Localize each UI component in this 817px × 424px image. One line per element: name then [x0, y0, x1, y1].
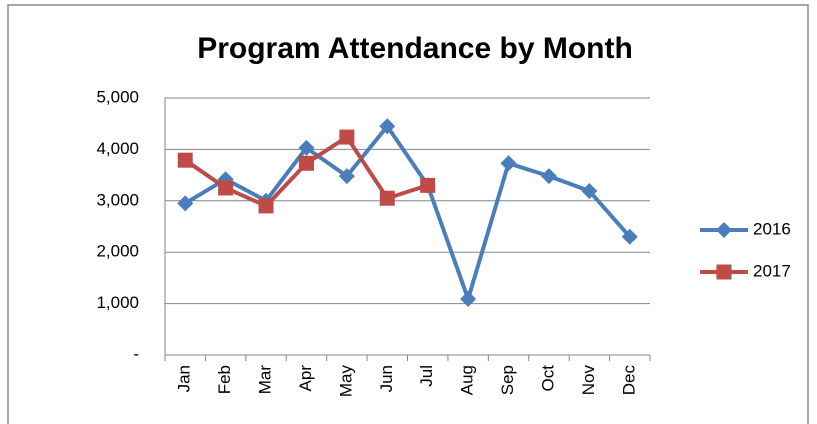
x-tick-label: Jul: [417, 365, 436, 387]
data-point: [379, 190, 395, 206]
data-point: [379, 118, 396, 135]
legend-marker: [716, 264, 732, 280]
y-tick-label: -: [133, 344, 139, 363]
chart-title: Program Attendance by Month: [197, 32, 633, 65]
x-tick-label: Jan: [175, 365, 194, 392]
y-tick-label: 3,000: [96, 190, 139, 209]
x-tick-label: Oct: [538, 365, 557, 392]
y-tick-label: 1,000: [96, 293, 139, 312]
y-tick-label: 5,000: [96, 87, 139, 106]
y-tick-label: 4,000: [96, 139, 139, 158]
x-tick-label: Nov: [579, 365, 598, 396]
series-line: [184, 124, 632, 301]
x-tick-label: Aug: [458, 365, 477, 395]
legend-label: 2017: [753, 261, 791, 280]
x-tick-label: Apr: [296, 365, 315, 392]
x-tick-label: Dec: [619, 365, 638, 396]
legend-marker: [716, 222, 732, 238]
data-point: [581, 183, 598, 200]
data-point: [621, 228, 638, 245]
x-tick-label: Feb: [215, 365, 234, 394]
data-point: [420, 177, 436, 193]
data-point: [177, 152, 193, 168]
data-point: [338, 168, 355, 185]
data-point: [460, 290, 477, 307]
data-point: [500, 155, 517, 172]
data-point: [298, 139, 315, 156]
x-tick-label: Sep: [498, 365, 517, 395]
chart-frame: [7, 4, 809, 424]
x-tick-label: Mar: [256, 365, 275, 395]
data-point: [339, 129, 355, 145]
data-point: [540, 168, 557, 185]
data-point: [258, 198, 274, 214]
data-point: [218, 180, 234, 196]
y-tick-label: 2,000: [96, 242, 139, 261]
legend-label: 2016: [753, 219, 791, 238]
x-tick-label: Jun: [377, 365, 396, 392]
x-tick-label: May: [336, 365, 355, 398]
data-point: [298, 155, 314, 171]
data-point: [177, 195, 194, 212]
